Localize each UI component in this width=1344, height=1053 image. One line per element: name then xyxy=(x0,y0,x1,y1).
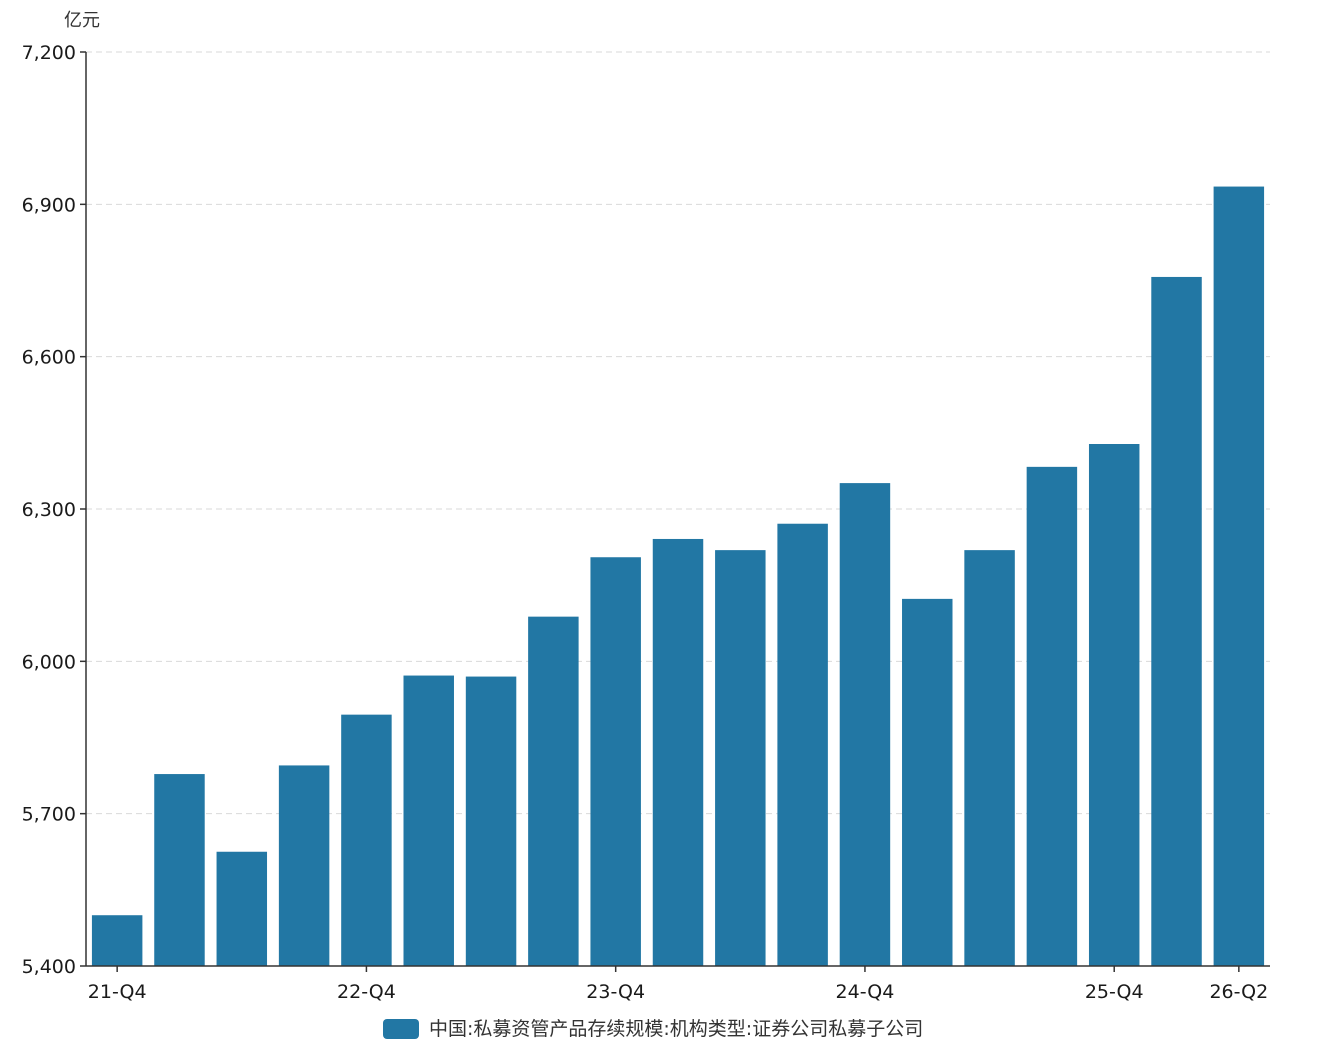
legend-label: 中国:私募资管产品存续规模:机构类型:证券公司私募子公司 xyxy=(429,1018,923,1040)
bar[interactable] xyxy=(1151,276,1202,966)
y-tick-label: 5,400 xyxy=(22,956,76,978)
bar[interactable] xyxy=(1213,186,1265,967)
bar[interactable] xyxy=(777,523,828,966)
y-tick-label: 6,000 xyxy=(22,651,76,673)
bar[interactable] xyxy=(715,550,766,966)
legend-swatch xyxy=(383,1019,419,1039)
bar[interactable] xyxy=(652,538,704,966)
bar[interactable] xyxy=(403,675,454,966)
x-tick-label: 26-Q2 xyxy=(1209,981,1268,1003)
bar[interactable] xyxy=(91,915,143,966)
y-tick-label: 6,600 xyxy=(22,347,76,369)
y-tick-label: 7,200 xyxy=(22,42,76,64)
bar[interactable] xyxy=(902,598,953,966)
bar[interactable] xyxy=(216,851,268,966)
bar[interactable] xyxy=(590,557,641,966)
axes: 5,400 5,700 6,000 6,300 6,600 6,900 7,200 21-Q4… xyxy=(22,42,1270,1003)
x-tick-label: 21-Q4 xyxy=(88,981,147,1003)
bar[interactable] xyxy=(154,774,205,966)
x-tick-label: 22-Q4 xyxy=(337,981,396,1003)
bar[interactable] xyxy=(839,483,891,966)
bar[interactable] xyxy=(1026,466,1078,966)
legend[interactable]: 中国:私募资管产品存续规模:机构类型:证券公司私募子公司 xyxy=(383,1018,923,1040)
y-unit-label: 亿元 xyxy=(64,10,100,31)
x-tick-label: 25-Q4 xyxy=(1085,981,1144,1003)
x-tick-label: 23-Q4 xyxy=(586,981,645,1003)
bar[interactable] xyxy=(964,550,1015,966)
bar[interactable] xyxy=(341,714,392,966)
bar[interactable] xyxy=(278,765,330,966)
bar[interactable] xyxy=(465,676,517,966)
bar[interactable] xyxy=(528,616,579,966)
bar[interactable] xyxy=(1088,444,1140,966)
y-tick-label: 5,700 xyxy=(22,804,76,826)
y-tick-label: 6,900 xyxy=(22,194,76,216)
y-tick-label: 6,300 xyxy=(22,499,76,521)
x-tick-label: 24-Q4 xyxy=(836,981,895,1003)
bars xyxy=(91,186,1265,967)
